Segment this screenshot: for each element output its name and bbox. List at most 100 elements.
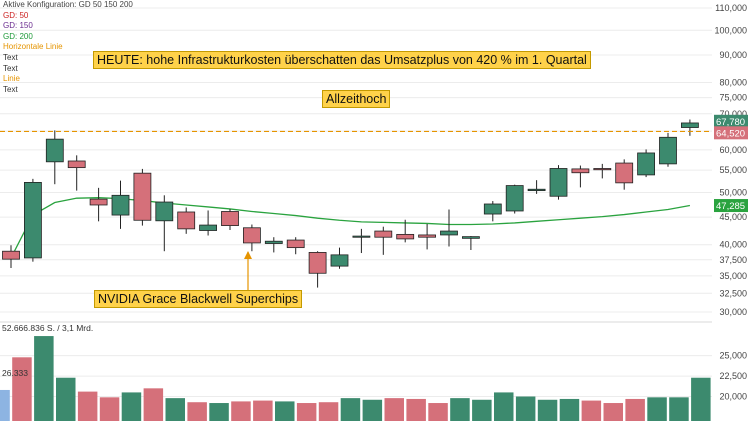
candle-body [89,198,108,206]
candle-body [155,201,174,222]
candle[interactable] [483,201,502,222]
candle[interactable] [45,130,64,185]
legend-item[interactable]: Linie [3,74,20,84]
candle[interactable] [330,247,349,269]
candle-body [659,136,677,165]
candle[interactable] [505,184,524,214]
candle-body [308,252,327,274]
candle-body [330,254,349,267]
legend-item[interactable]: Text [3,52,18,62]
candle-body [483,203,502,215]
candle[interactable] [374,226,393,255]
candle[interactable] [111,180,130,229]
volume-bar [428,403,448,421]
volume-bar [603,403,623,421]
volume-bar [231,401,251,421]
price-tick-label: 32,500 [719,288,747,298]
candle[interactable] [396,219,415,243]
candle-body [23,182,42,259]
candle[interactable] [89,187,108,222]
volume-bar [559,398,580,421]
price-tick-label: 70,000 [719,109,747,119]
candle-body [396,233,415,240]
legend-config: Aktive Konfiguration: GD 50 150 200 [3,0,133,9]
legend-item[interactable]: Horizontale Linie [3,42,63,52]
price-tick-label: 100,000 [714,25,747,35]
candle-body [593,168,612,171]
volume-bar [121,392,142,421]
all-time-high-annotation: Allzeithoch [322,90,391,108]
candle[interactable] [264,237,283,253]
price-tag-label: 64,520 [716,128,745,139]
volume-bar [537,399,558,421]
candle-body [505,185,524,212]
candle[interactable] [23,178,42,262]
legend-item[interactable]: GD: 200 [3,31,33,41]
candle[interactable] [681,119,699,136]
volume-bar [209,403,229,421]
candle[interactable] [177,207,196,234]
candle[interactable] [527,180,546,194]
candle-body [286,239,305,249]
price-tick-label: 35,000 [719,271,747,281]
volume-grid [0,355,712,397]
candle[interactable] [242,224,261,252]
legend-item[interactable]: Text [3,63,18,73]
volume-bar [340,398,361,421]
candle[interactable] [199,210,218,236]
legend-item[interactable]: GD: 150 [3,21,33,31]
candle[interactable] [615,159,634,190]
volume-bar [625,398,645,421]
candle-body [549,168,568,197]
volume-bar [515,396,536,421]
candle[interactable] [133,168,152,226]
price-tag: 64,520 [714,126,748,140]
candle[interactable] [67,155,86,191]
headline-annotation: HEUTE: hohe Infrastrukturkosten überscha… [93,51,591,69]
candle[interactable] [418,223,437,250]
candle[interactable] [440,209,458,247]
volume-bar [253,400,273,421]
candle[interactable] [637,149,655,178]
candle-body [242,227,261,244]
candle-body [615,162,634,184]
price-tick-label: 37,500 [719,255,747,265]
price-tag-label: 47,285 [716,201,745,212]
legend-item[interactable]: GD: 50 [3,10,29,20]
candle[interactable] [155,195,174,252]
candle[interactable] [549,165,568,200]
candle[interactable] [593,163,612,179]
annotation-arrow-head [244,251,252,259]
price-tag: 47,285 [714,199,748,213]
candle-body [133,172,152,221]
volume-bars [0,336,711,421]
candle[interactable] [286,237,305,255]
candle-body [45,138,64,163]
candle-body [111,194,130,216]
candle[interactable] [571,165,590,188]
candle[interactable] [221,208,239,230]
candle[interactable] [2,245,20,269]
volume-bar [56,377,76,421]
candle[interactable] [461,236,480,251]
volume-bar [99,397,120,421]
price-tag-box [714,199,748,213]
price-tick-label: 40,000 [719,240,747,250]
volume-bar [296,403,317,421]
price-tag-label: 67,780 [716,117,745,128]
volume-tick-label: 22,500 [719,371,747,381]
price-tick-label: 75,000 [719,93,747,103]
volume-bar [77,391,98,421]
price-tick-label: 90,000 [719,50,747,60]
candle-body [571,168,590,174]
candle[interactable] [659,132,677,167]
volume-tick-label: 25,000 [719,351,747,361]
candle[interactable] [352,228,371,254]
candle[interactable] [308,251,327,288]
volume-bar [384,398,404,421]
volume-bar [0,389,10,421]
volume-bar [187,402,207,421]
candle-body [264,240,283,244]
legend-item[interactable]: Text [3,84,18,94]
